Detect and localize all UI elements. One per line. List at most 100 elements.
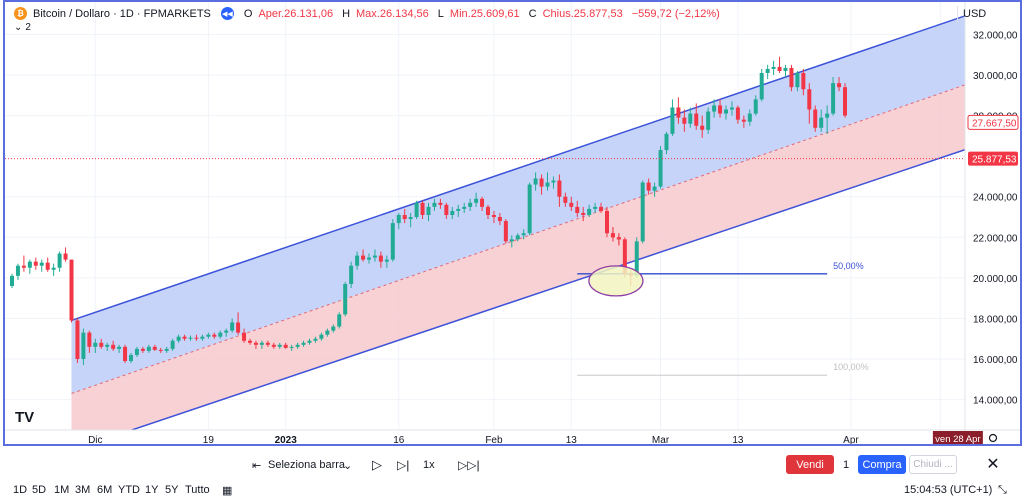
expand-icon[interactable]: ⤡ — [998, 484, 1007, 496]
candle-body — [610, 233, 615, 238]
select-bar-icon[interactable]: ⇤ — [252, 459, 262, 472]
range-6m[interactable]: 6M — [97, 484, 113, 496]
indicator-layers-toggle[interactable]: ⌄ 2 — [14, 22, 31, 33]
candle-body — [426, 206, 431, 215]
range-1m[interactable]: 1M — [54, 484, 70, 496]
symbol-title[interactable]: Bitcoin / Dollaro · 1D · FPMARKETS — [33, 7, 211, 20]
channel-lower-fill — [71, 84, 965, 430]
candle-body — [194, 337, 199, 339]
candle-body — [420, 202, 425, 215]
price-axis-label: 30.000,00 — [973, 71, 1018, 82]
candle-body — [700, 125, 705, 130]
close-icon[interactable]: ✕ — [986, 456, 1000, 473]
candle-body — [605, 210, 609, 234]
replay-speed-button[interactable]: 1x — [423, 459, 435, 471]
candle-body — [265, 342, 270, 345]
candle-body — [408, 217, 413, 220]
candle-body — [557, 180, 562, 197]
channel-upper-fill — [71, 15, 965, 394]
drawing-circle — [588, 265, 644, 297]
price-axis-label: 20.000,00 — [973, 274, 1018, 285]
candle-body — [390, 223, 395, 260]
range-1d[interactable]: 1D — [13, 484, 28, 496]
candle-body — [152, 346, 157, 350]
range-1y[interactable]: 1Y — [145, 484, 159, 496]
candle-body — [545, 182, 550, 187]
candle-body — [468, 202, 473, 207]
candle-body — [515, 235, 520, 240]
candle-body — [206, 334, 211, 337]
ohlc-change-value: −559,72 (−2,12%) — [631, 7, 720, 20]
candle-body — [140, 348, 145, 351]
candle-body — [789, 67, 794, 88]
range-5y[interactable]: 5Y — [165, 484, 179, 496]
candle-body — [765, 68, 770, 73]
candle-body — [825, 113, 830, 118]
candle-body — [509, 239, 514, 242]
candle-body — [313, 338, 318, 341]
select-bar-button[interactable]: Seleziona barra — [268, 459, 346, 471]
candle-body — [682, 117, 687, 124]
candle-body — [599, 206, 604, 211]
candle-body — [759, 72, 764, 100]
candle-body — [491, 214, 496, 218]
crosshair-price-tag-label: 27.667,50 — [972, 118, 1017, 129]
candle-body — [527, 184, 532, 234]
collapse-legend-icon[interactable]: ◀◀ — [220, 7, 234, 20]
range-ytd[interactable]: YTD — [118, 484, 140, 496]
candle-body — [771, 66, 776, 69]
order-quantity[interactable]: 1 — [842, 458, 850, 471]
price-axis-label: 16.000,00 — [973, 355, 1018, 366]
candle-body — [575, 206, 580, 213]
candle-body — [87, 332, 92, 347]
sell-button[interactable]: Vendi — [786, 455, 834, 474]
jump-to-realtime-icon[interactable]: ▷▷| — [458, 458, 480, 472]
candle-body — [801, 72, 806, 90]
ohlc-high-key: H — [342, 7, 351, 20]
time-axis-label: 2023 — [275, 435, 298, 444]
price-chart[interactable]: 50,00%100,00%32.000,0030.000,0028.000,00… — [5, 2, 1020, 444]
candle-body — [813, 109, 818, 128]
calendar-icon[interactable]: ▦ — [222, 485, 233, 497]
ohlc-high-value: Max.26.134,56 — [356, 7, 429, 20]
candle-body — [164, 348, 169, 351]
candle-body — [15, 265, 20, 276]
candle-body — [563, 196, 568, 203]
candle-body — [634, 241, 639, 276]
gear-icon — [988, 433, 998, 443]
ohlc-close-value: Chius.25.877,53 — [542, 7, 623, 20]
currency-selector[interactable]: USD — [957, 6, 1007, 22]
candle-body — [51, 267, 56, 270]
step-forward-icon[interactable]: ▷| — [397, 458, 410, 472]
chart-frame[interactable]: 50,00%100,00%32.000,0030.000,0028.000,00… — [3, 0, 1022, 446]
candle-body — [69, 259, 74, 321]
range-5d[interactable]: 5D — [32, 484, 47, 496]
chevron-down-icon[interactable]: ⌄ — [343, 459, 353, 472]
price-axis-label: 14.000,00 — [973, 396, 1018, 407]
candle-body — [129, 354, 133, 362]
range-3m[interactable]: 3M — [75, 484, 91, 496]
close-position-button[interactable]: Chiudi ... — [909, 455, 957, 474]
play-icon[interactable]: ▷ — [372, 457, 382, 472]
channel-upper-line — [71, 15, 965, 322]
candle-body — [27, 261, 32, 268]
crosshair-time-label: ven 28 Apr — [935, 434, 980, 444]
candle-body — [253, 342, 258, 345]
candle-body — [480, 198, 485, 207]
candle-body — [652, 186, 657, 191]
candle-body — [295, 344, 300, 347]
price-axis-label: 24.000,00 — [973, 193, 1018, 204]
price-axis-label: 18.000,00 — [973, 314, 1018, 325]
range-all[interactable]: Tutto — [185, 484, 210, 496]
buy-button[interactable]: Compra — [858, 455, 906, 474]
layers-count: 2 — [25, 22, 31, 33]
candle-body — [741, 119, 746, 122]
candle-body — [712, 105, 717, 112]
candle-body — [777, 66, 782, 71]
fib-level-label: 50,00% — [833, 261, 864, 271]
candle-body — [795, 72, 800, 88]
candle-body — [724, 109, 728, 114]
candle-body — [670, 107, 675, 134]
ohlc-low-key: L — [437, 7, 444, 20]
clock-timezone[interactable]: 15:04:53 (UTC+1) — [904, 484, 993, 496]
